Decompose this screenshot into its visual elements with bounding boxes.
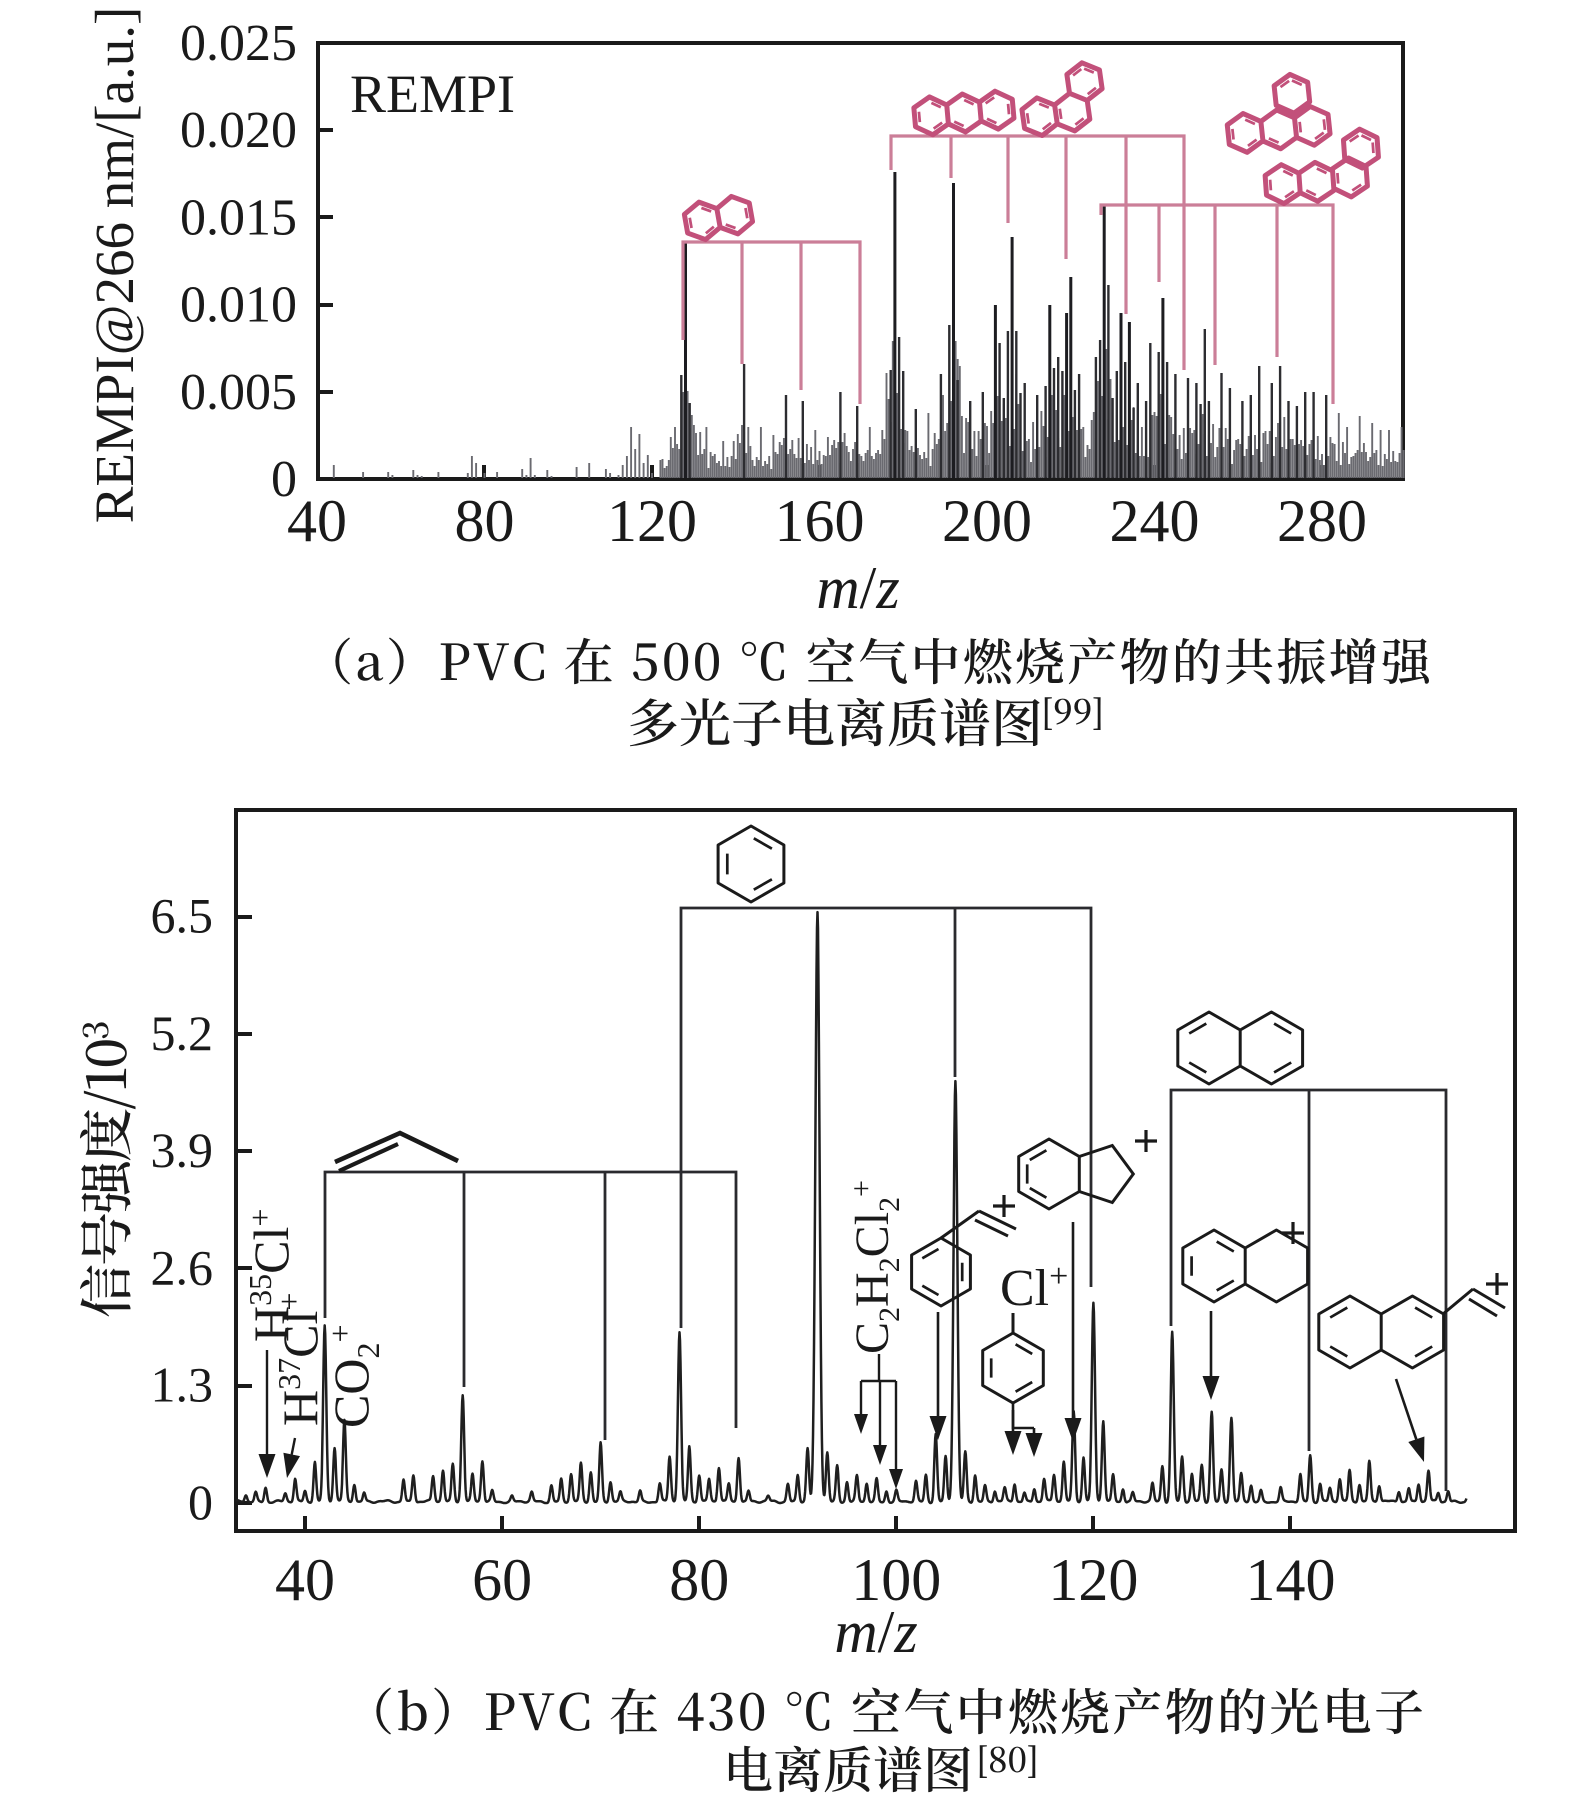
svg-text:200: 200 (942, 488, 1032, 554)
svg-text:H35Cl+: H35Cl+ (242, 1209, 299, 1342)
svg-text:0.025: 0.025 (180, 15, 297, 72)
svg-text:0.010: 0.010 (180, 277, 297, 334)
svg-text:80: 80 (455, 488, 515, 554)
svg-text:1.3: 1.3 (151, 1357, 214, 1413)
svg-text:40: 40 (275, 1547, 335, 1613)
svg-text:240: 240 (1110, 488, 1200, 554)
svg-text:CO2+: CO2+ (322, 1324, 386, 1428)
svg-text:140: 140 (1246, 1547, 1336, 1613)
svg-text:6.5: 6.5 (151, 888, 214, 944)
svg-text:REMPI@266 nm/[a.u.]: REMPI@266 nm/[a.u.] (84, 7, 145, 524)
svg-text:H37Cl+: H37Cl+ (271, 1293, 328, 1426)
svg-text:3.9: 3.9 (151, 1122, 214, 1178)
svg-text:m/z: m/z (816, 555, 899, 621)
svg-text:120: 120 (607, 488, 697, 554)
svg-text:0.005: 0.005 (180, 364, 297, 421)
svg-text:0: 0 (188, 1474, 213, 1530)
svg-text:80: 80 (669, 1547, 729, 1613)
svg-text:280: 280 (1277, 488, 1367, 554)
svg-text:5.2: 5.2 (151, 1005, 214, 1061)
svg-text:160: 160 (775, 488, 865, 554)
svg-text:0.015: 0.015 (180, 189, 297, 246)
svg-text:0.020: 0.020 (180, 102, 297, 159)
svg-text:REMPI: REMPI (350, 64, 515, 124)
svg-text:40: 40 (287, 488, 347, 554)
svg-text:100: 100 (851, 1547, 941, 1613)
svg-text:60: 60 (472, 1547, 532, 1613)
svg-text:2.6: 2.6 (151, 1239, 214, 1295)
svg-text:m/z: m/z (834, 1599, 917, 1665)
svg-text:C2H2Cl2+: C2H2Cl2+ (845, 1180, 906, 1354)
svg-text:0: 0 (271, 451, 297, 508)
svg-text:120: 120 (1048, 1547, 1138, 1613)
